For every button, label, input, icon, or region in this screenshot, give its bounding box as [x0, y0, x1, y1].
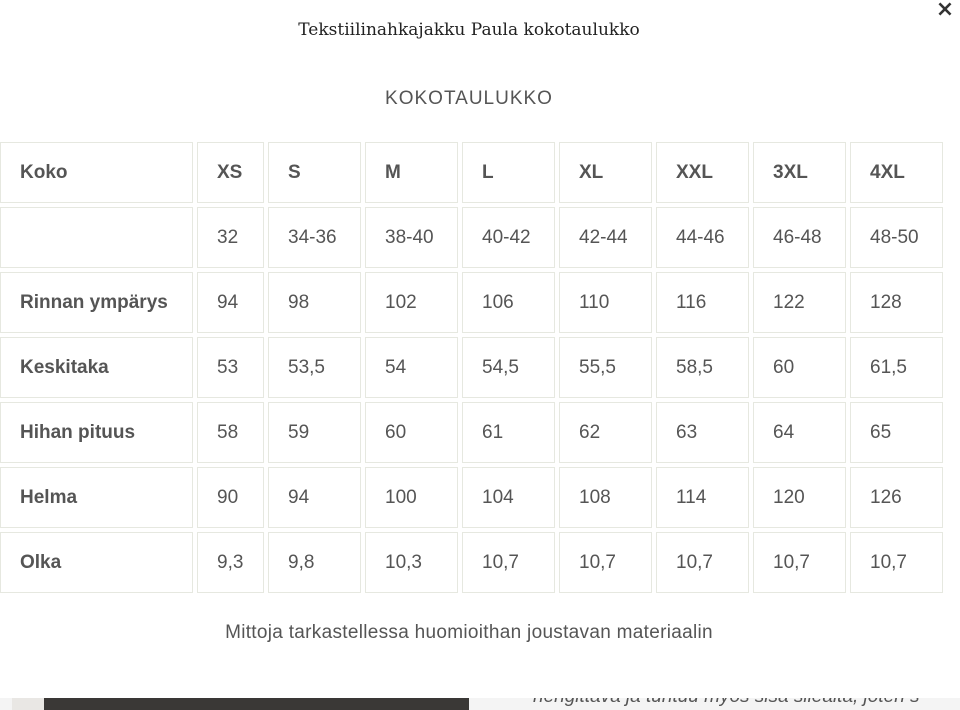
table-cell: 110: [559, 272, 652, 333]
table-cell: 102: [365, 272, 458, 333]
table-cell: 94: [268, 467, 361, 528]
row-label-cell: Helma: [0, 467, 193, 528]
table-cell: 10,3: [365, 532, 458, 593]
table-cell: 46-48: [753, 207, 846, 268]
table-cell: 61: [462, 402, 555, 463]
table-cell: 90: [197, 467, 264, 528]
table-row: 32 34-36 38-40 40-42 42-44 44-46 46-48 48-50: [0, 207, 943, 268]
table-cell: 100: [365, 467, 458, 528]
table-cell: 98: [268, 272, 361, 333]
table-cell: 9,3: [197, 532, 264, 593]
row-label-cell: [0, 207, 193, 268]
table-cell: 55,5: [559, 337, 652, 398]
product-photo: [44, 698, 469, 710]
table-cell: 32: [197, 207, 264, 268]
table-row: Hihan pituus 58 59 60 61 62 63 64 65: [0, 402, 943, 463]
table-row: Rinnan ympärys 94 98 102 106 110 116 122 128: [0, 272, 943, 333]
table-cell: 34-36: [268, 207, 361, 268]
table-cell: 48-50: [850, 207, 943, 268]
table-cell: 54: [365, 337, 458, 398]
table-cell: 104: [462, 467, 555, 528]
table-cell: 10,7: [850, 532, 943, 593]
table-cell: 3XL: [753, 142, 846, 203]
close-icon[interactable]: ×: [935, 0, 955, 22]
table-cell: 10,7: [753, 532, 846, 593]
table-row: Olka 9,3 9,8 10,3 10,7 10,7 10,7 10,7 10,7: [0, 532, 943, 593]
table-cell: 54,5: [462, 337, 555, 398]
table-cell: 94: [197, 272, 264, 333]
row-label-cell: Olka: [0, 532, 193, 593]
table-cell: 10,7: [656, 532, 749, 593]
table-cell: 108: [559, 467, 652, 528]
row-label-cell: Hihan pituus: [0, 402, 193, 463]
table-cell: 10,7: [462, 532, 555, 593]
table-cell: 106: [462, 272, 555, 333]
table-cell: 122: [753, 272, 846, 333]
table-cell: M: [365, 142, 458, 203]
table-cell: 40-42: [462, 207, 555, 268]
background-description-text: hengittävä ja tuntuu myös sisä sileältä,…: [533, 698, 920, 708]
table-cell: 38-40: [365, 207, 458, 268]
material-note: Mittoja tarkastellessa huomioithan joust…: [225, 622, 713, 643]
table-cell: 9,8: [268, 532, 361, 593]
table-cell: 120: [753, 467, 846, 528]
table-cell: 59: [268, 402, 361, 463]
table-cell: 114: [656, 467, 749, 528]
table-cell: 126: [850, 467, 943, 528]
table-cell: XS: [197, 142, 264, 203]
table-cell: 116: [656, 272, 749, 333]
row-label-cell: Rinnan ympärys: [0, 272, 193, 333]
table-row: Keskitaka 53 53,5 54 54,5 55,5 58,5 60 61,5: [0, 337, 943, 398]
table-cell: XXL: [656, 142, 749, 203]
table-cell: 10,7: [559, 532, 652, 593]
table-cell: 63: [656, 402, 749, 463]
table-cell: 42-44: [559, 207, 652, 268]
table-cell: 60: [753, 337, 846, 398]
table-cell: 58: [197, 402, 264, 463]
modal-title: Tekstiilinahkajakku Paula kokotaulukko: [298, 20, 640, 40]
table-cell: 62: [559, 402, 652, 463]
table-cell: 58,5: [656, 337, 749, 398]
table-cell: 60: [365, 402, 458, 463]
size-table: Koko XS S M L XL XXL 3XL 4XL 32 34-36 38-40 40-42 42-…: [0, 138, 947, 597]
table-cell: 53: [197, 337, 264, 398]
table-cell: 61,5: [850, 337, 943, 398]
row-label-cell: Keskitaka: [0, 337, 193, 398]
table-cell: 65: [850, 402, 943, 463]
table-row: Helma 90 94 100 104 108 114 120 126: [0, 467, 943, 528]
table-cell: 4XL: [850, 142, 943, 203]
header-cell: Koko: [0, 142, 193, 203]
size-chart-heading: KOKOTAULUKKO: [385, 88, 553, 109]
table-cell: S: [268, 142, 361, 203]
table-cell: 64: [753, 402, 846, 463]
product-photo-edge: [12, 698, 44, 710]
table-header-row: Koko XS S M L XL XXL 3XL 4XL: [0, 142, 943, 203]
table-cell: 44-46: [656, 207, 749, 268]
table-cell: XL: [559, 142, 652, 203]
table-cell: L: [462, 142, 555, 203]
page-background: hengittävä ja tuntuu myös sisä sileältä,…: [0, 698, 960, 710]
table-cell: 53,5: [268, 337, 361, 398]
table-cell: 128: [850, 272, 943, 333]
